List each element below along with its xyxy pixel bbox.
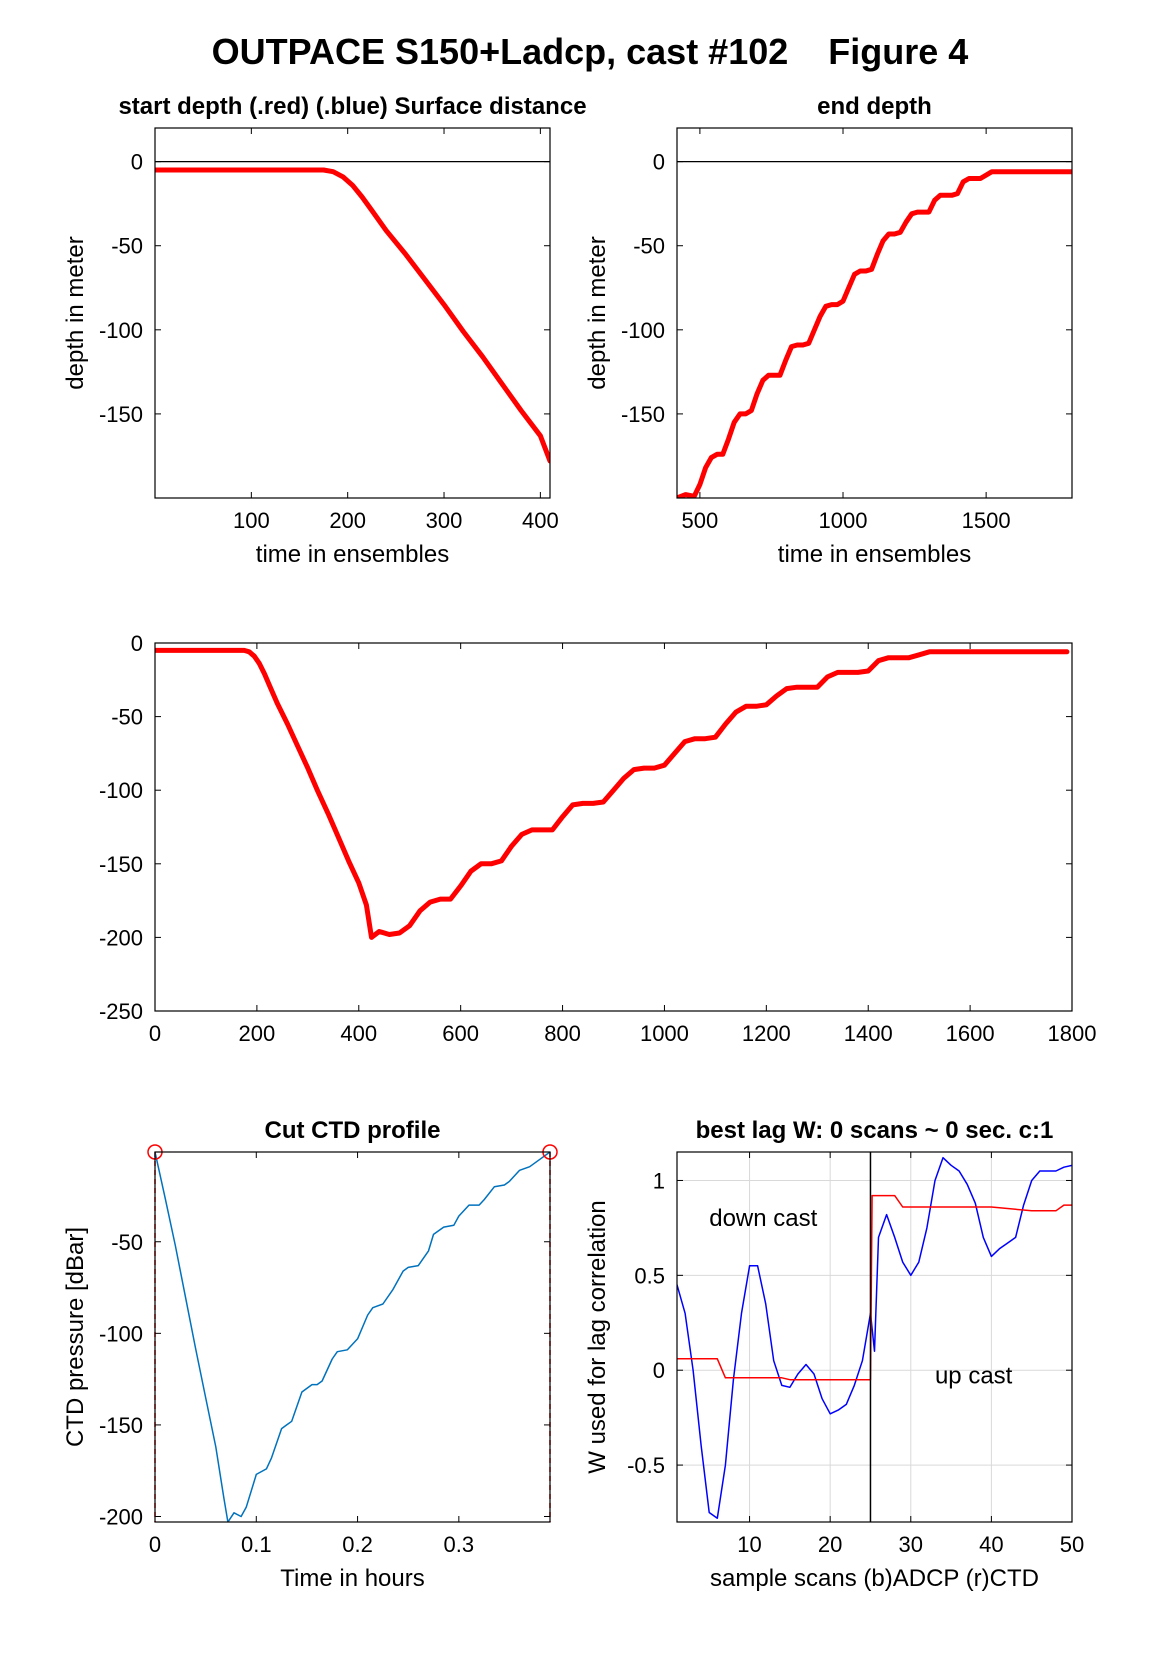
- figure-title: OUTPACE S150+Ladcp, cast #102 Figure 4: [212, 31, 969, 72]
- x-axis-label: sample scans (b)ADCP (r)CTD: [710, 1565, 1039, 1592]
- x-tick-label: 200: [329, 508, 366, 533]
- y-tick-label: -100: [99, 778, 143, 803]
- y-axis-label: W used for lag correlation: [584, 1200, 611, 1473]
- x-tick-label: 0.2: [342, 1532, 373, 1557]
- x-tick-label: 1800: [1048, 1021, 1097, 1046]
- series-line: [155, 167, 550, 464]
- plot-title: best lag W: 0 scans ~ 0 sec. c:1: [696, 1117, 1054, 1144]
- y-tick-label: 0: [653, 150, 665, 175]
- y-tick-label: -150: [99, 1413, 143, 1438]
- x-tick-label: 400: [522, 508, 559, 533]
- y-tick-label: 1: [653, 1168, 665, 1193]
- annotation-label: up cast: [935, 1362, 1013, 1389]
- y-tick-label: 0: [653, 1358, 665, 1383]
- x-tick-label: 0: [149, 1532, 161, 1557]
- chart-full-depth: 0 200 400 600 800 1000 1200 1400 1600 1800 0 -50 -10…: [99, 631, 1097, 1046]
- series-group: [155, 1152, 550, 1522]
- x-tick-label: 1000: [819, 508, 868, 533]
- chart-end-depth: 500 1000 1500 0 -50 -100 -150 end depth time in …: [584, 93, 1073, 568]
- x-axis-label: time in ensembles: [778, 541, 971, 568]
- series-line: [677, 169, 1072, 498]
- y-tick-label: -50: [633, 234, 665, 259]
- y-tick-label: -100: [99, 318, 143, 343]
- series-line: [677, 1194, 1072, 1381]
- plot-title: start depth (.red) (.blue) Surface dista…: [118, 93, 586, 120]
- x-axis-label: Time in hours: [280, 1565, 425, 1592]
- y-tick-label: -200: [99, 1505, 143, 1530]
- plot-title: end depth: [817, 93, 932, 120]
- x-tick-label: 0.3: [444, 1532, 475, 1557]
- x-tick-label: 800: [544, 1021, 581, 1046]
- chart-start-depth: 100 200 300 400 0 -50 -100 -150 start depth (.re…: [62, 93, 587, 568]
- y-tick-label: -50: [111, 1230, 143, 1255]
- y-tick-label: -150: [99, 402, 143, 427]
- x-tick-label: 50: [1060, 1532, 1084, 1557]
- y-tick-label: 0: [131, 150, 143, 175]
- axes-box: [154, 642, 1073, 1012]
- series-line: [155, 647, 1070, 940]
- y-axis-label: depth in meter: [62, 236, 89, 389]
- x-tick-label: 30: [899, 1532, 923, 1557]
- x-tick-label: 0.1: [241, 1532, 272, 1557]
- x-tick-label: 400: [340, 1021, 377, 1046]
- axes-box: [154, 127, 551, 499]
- plot-title: Cut CTD profile: [265, 1117, 441, 1144]
- axes-box: [676, 1151, 1073, 1523]
- x-tick-label: 600: [442, 1021, 479, 1046]
- x-tick-label: 1600: [946, 1021, 995, 1046]
- y-tick-label: -250: [99, 999, 143, 1024]
- chart-best-lag: down cast up cast 10 20 30 40 50 1 0.5 0 -0.5 best …: [584, 1117, 1084, 1592]
- x-tick-label: 300: [426, 508, 463, 533]
- x-tick-label: 100: [233, 508, 270, 533]
- x-tick-label: 200: [239, 1021, 276, 1046]
- x-tick-label: 1200: [742, 1021, 791, 1046]
- y-tick-label: 0: [131, 631, 143, 656]
- y-tick-label: -150: [621, 402, 665, 427]
- x-tick-label: 0: [149, 1021, 161, 1046]
- annotation-label: down cast: [709, 1205, 817, 1232]
- x-tick-label: 40: [979, 1532, 1003, 1557]
- y-axis-label: depth in meter: [584, 236, 611, 389]
- series-group: [155, 167, 550, 464]
- y-axis-label: CTD pressure [dBar]: [62, 1227, 89, 1447]
- x-tick-label: 1000: [640, 1021, 689, 1046]
- x-tick-label: 500: [682, 508, 719, 533]
- series-group: [677, 1156, 1072, 1519]
- y-tick-label: -100: [99, 1321, 143, 1346]
- y-tick-label: -100: [621, 318, 665, 343]
- y-tick-label: -0.5: [627, 1453, 665, 1478]
- series-line: [677, 1156, 1072, 1519]
- y-tick-label: -150: [99, 852, 143, 877]
- x-tick-label: 1400: [844, 1021, 893, 1046]
- series-group: [155, 647, 1070, 940]
- y-tick-label: -200: [99, 925, 143, 950]
- chart-cut-ctd-profile: 0 0.1 0.2 0.3 -50 -100 -150 -200 Cut CTD profile…: [62, 1117, 558, 1592]
- x-tick-label: 20: [818, 1532, 842, 1557]
- x-tick-label: 1500: [962, 508, 1011, 533]
- axes-box: [676, 127, 1073, 499]
- series-group: [677, 169, 1072, 498]
- x-tick-label: 10: [737, 1532, 761, 1557]
- series-line: [155, 1152, 550, 1522]
- y-tick-label: -50: [111, 234, 143, 259]
- y-tick-label: -50: [111, 705, 143, 730]
- x-axis-label: time in ensembles: [256, 541, 449, 568]
- y-tick-label: 0.5: [634, 1263, 665, 1288]
- axes-box: [154, 1151, 551, 1523]
